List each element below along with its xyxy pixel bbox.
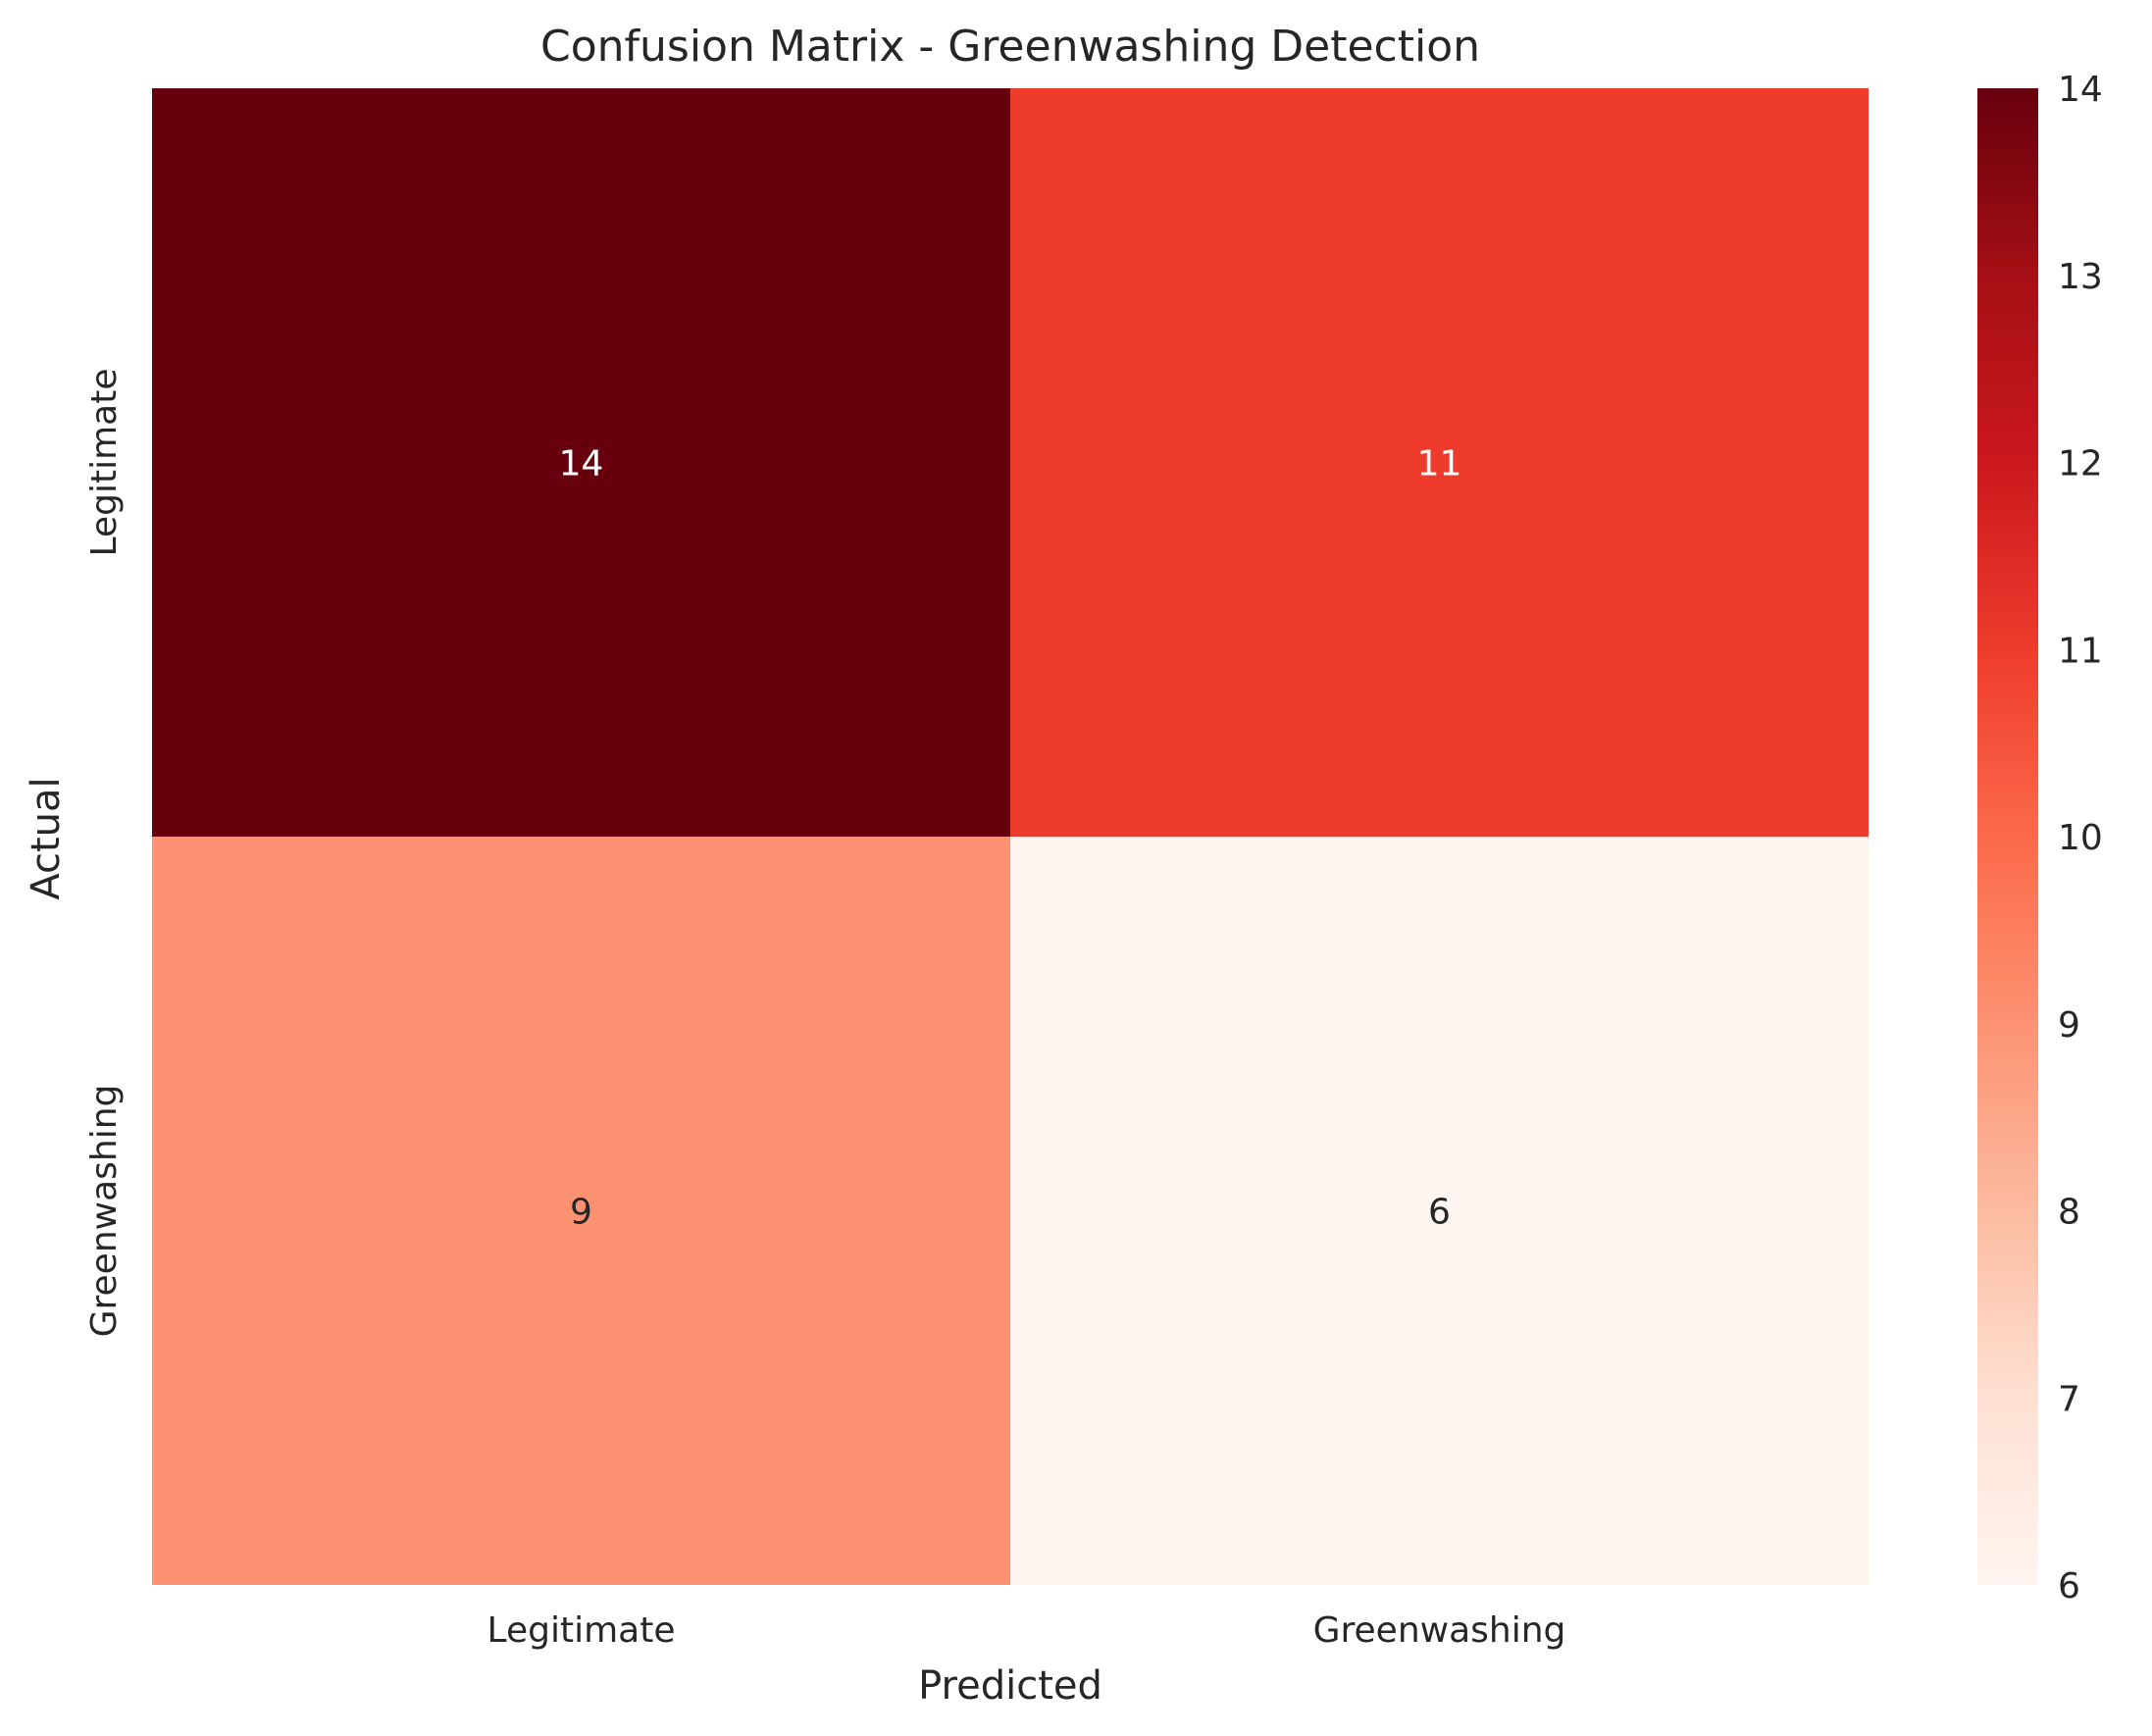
heatmap-cells: 14 11 9 6 [152, 88, 1869, 1585]
cell-value-label: 14 [559, 444, 604, 485]
colorbar-tick-label: 6 [2058, 1566, 2080, 1607]
chart-title: Confusion Matrix - Greenwashing Detectio… [540, 22, 1480, 72]
colorbar-tick-label: 8 [2058, 1193, 2080, 1233]
x-tick-labels: Legitimate Greenwashing [487, 1610, 1566, 1651]
colorbar-ticks: 6 7 8 9 10 11 12 13 14 [2058, 70, 2103, 1607]
colorbar-tick-label: 7 [2058, 1379, 2080, 1419]
colorbar-tick-label: 14 [2058, 70, 2103, 110]
heatmap-cell [1010, 88, 1869, 837]
y-tick-label: Legitimate [84, 369, 125, 557]
x-axis-label: Predicted [918, 1663, 1102, 1709]
colorbar-tick-label: 9 [2058, 1005, 2080, 1046]
y-axis-label: Actual [24, 777, 69, 899]
y-tick-label: Greenwashing [84, 1085, 125, 1338]
heatmap-cell [152, 837, 1010, 1585]
cell-value-label: 6 [1428, 1193, 1451, 1233]
colorbar-tick-label: 12 [2058, 444, 2103, 485]
colorbar-tick-label: 11 [2058, 631, 2103, 671]
x-tick-label: Legitimate [487, 1610, 676, 1651]
cell-value-label: 11 [1417, 444, 1462, 485]
x-tick-label: Greenwashing [1313, 1610, 1566, 1651]
colorbar [1977, 88, 2038, 1585]
colorbar-tick-label: 13 [2058, 257, 2103, 297]
heatmap-cell [152, 88, 1010, 837]
cell-value-label: 9 [570, 1193, 592, 1233]
heatmap-cell [1010, 837, 1869, 1585]
y-tick-labels: Legitimate Greenwashing [84, 369, 125, 1338]
colorbar-tick-label: 10 [2058, 818, 2103, 858]
